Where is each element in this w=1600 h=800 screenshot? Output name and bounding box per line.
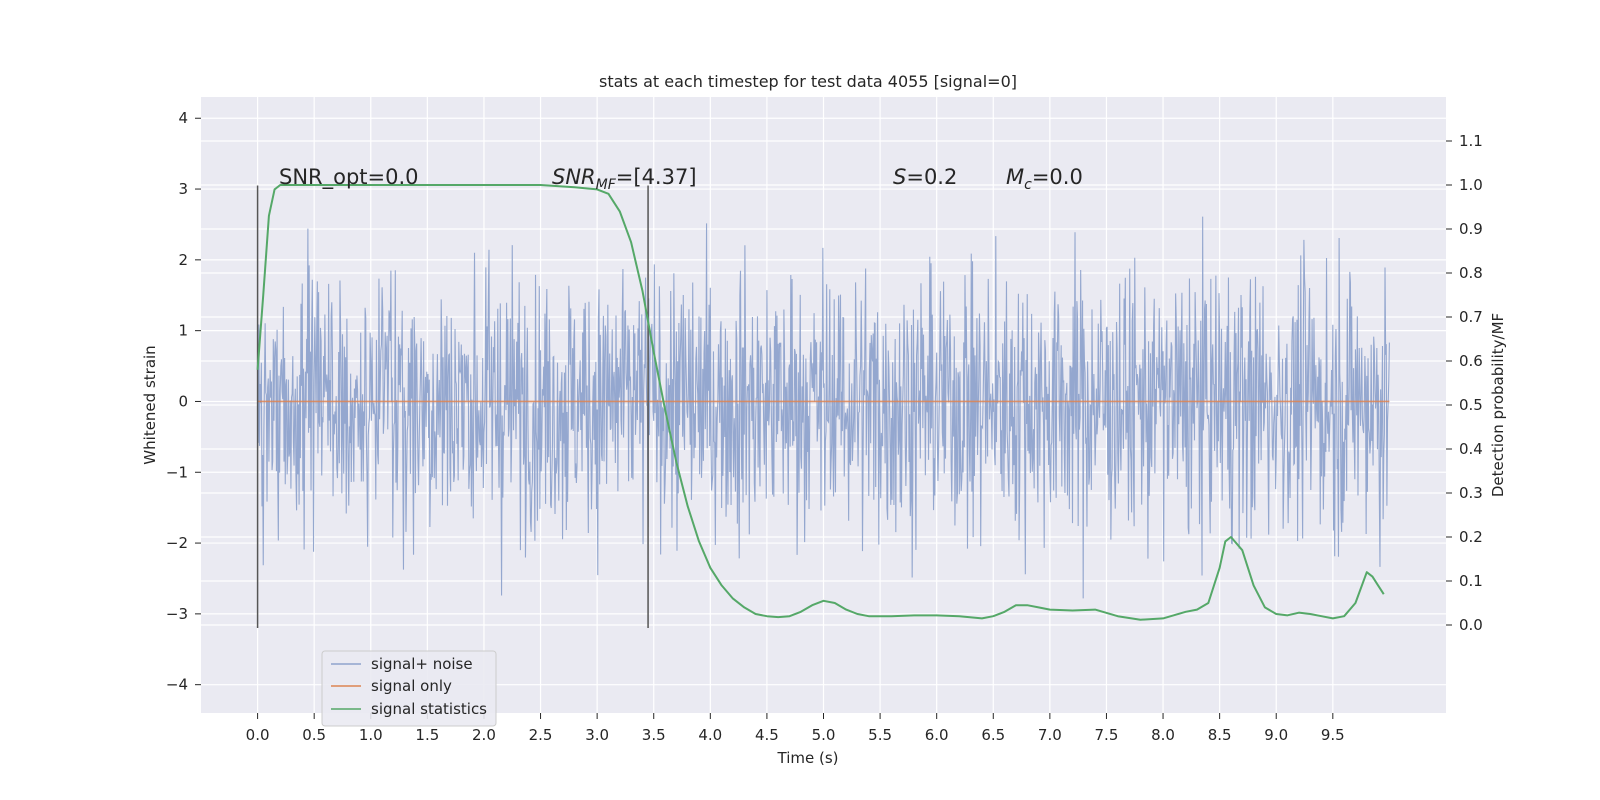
- y-tick-label: −2: [166, 534, 188, 552]
- y-tick-label: −4: [166, 676, 188, 694]
- y-tick-label: 2: [178, 251, 188, 269]
- y-right-tick-label: 0.1: [1459, 572, 1483, 590]
- y-right-tick-label: 0.0: [1459, 616, 1483, 634]
- vertical-markers: [256, 185, 649, 629]
- x-tick-label: 5.0: [812, 726, 836, 744]
- x-tick-label: 8.0: [1151, 726, 1175, 744]
- signal-statistics-line: [256, 184, 1385, 621]
- signal-noise-trace: [257, 216, 1390, 599]
- s-value: =0.2: [906, 165, 957, 189]
- snr-opt-annotation: SNR_opt=0.0: [279, 165, 419, 190]
- mc-value: =0.0: [1032, 165, 1083, 189]
- y-tick-label: 4: [178, 109, 188, 127]
- mc-variable: M: [1006, 165, 1024, 189]
- y-right-tick-label: 0.2: [1459, 528, 1483, 546]
- x-tick-label: 4.5: [755, 726, 779, 744]
- y-right-tick-label: 0.9: [1459, 220, 1483, 238]
- x-tick-label: 0.5: [302, 726, 326, 744]
- y-tick-label: 1: [178, 322, 188, 340]
- x-tick-label: 3.0: [585, 726, 609, 744]
- y-axis-right-label: Detection probability/MF: [1489, 313, 1507, 497]
- x-tick-label: 2.0: [472, 726, 496, 744]
- y-axis-left-ticks: −4 −3 −2 −1 0 1 2 3 4: [166, 109, 201, 694]
- snr-mf-annotation: SNRMF=[4.37]: [552, 165, 697, 193]
- y-right-tick-label: 0.3: [1459, 484, 1483, 502]
- legend-label-signal-only: signal only: [371, 677, 452, 695]
- legend-box: [321, 650, 497, 727]
- x-tick-label: 7.5: [1095, 726, 1119, 744]
- mc-subscript: c: [1024, 177, 1032, 193]
- x-axis-ticks: 0.0 0.5 1.0 1.5 2.0 2.5 3.0 3.5 4.0 4.5 5.0 5.5 6.0 6…: [246, 713, 1345, 744]
- x-tick-label: 9.5: [1321, 726, 1345, 744]
- y-tick-label: −1: [166, 463, 188, 481]
- signal-noise-line: [257, 216, 1390, 599]
- y-right-tick-label: 0.5: [1459, 396, 1483, 414]
- y-right-tick-label: 0.7: [1459, 308, 1483, 326]
- y-right-tick-label: 0.8: [1459, 264, 1483, 282]
- y-tick-label: 0: [178, 392, 188, 410]
- x-tick-label: 6.0: [925, 726, 949, 744]
- x-axis-label: Time (s): [777, 749, 839, 767]
- s-annotation: S=0.2: [893, 165, 957, 189]
- s-variable: S: [893, 165, 906, 189]
- snr-mf-value: =[4.37]: [616, 165, 697, 189]
- x-tick-label: 4.0: [698, 726, 722, 744]
- x-tick-label: 5.5: [868, 726, 892, 744]
- legend-label-signal-noise: signal+ noise: [371, 655, 473, 673]
- chart-title: stats at each timestep for test data 405…: [599, 72, 1017, 91]
- x-tick-label: 8.5: [1208, 726, 1232, 744]
- legend: signal+ noise signal only signal statist…: [321, 650, 497, 727]
- legend-label-signal-statistics: signal statistics: [371, 700, 487, 718]
- x-tick-label: 9.0: [1264, 726, 1288, 744]
- signal-statistics-trace: [256, 184, 1385, 621]
- snr-mf-base: SNR: [552, 165, 596, 189]
- x-tick-label: 0.0: [246, 726, 270, 744]
- y-right-tick-label: 1.1: [1459, 132, 1483, 150]
- y-tick-label: −3: [166, 605, 188, 623]
- snr-mf-subscript: MF: [596, 177, 617, 193]
- x-tick-label: 2.5: [529, 726, 553, 744]
- x-tick-label: 6.5: [981, 726, 1005, 744]
- x-tick-label: 3.5: [642, 726, 666, 744]
- y-right-tick-label: 0.6: [1459, 352, 1483, 370]
- x-tick-label: 1.5: [415, 726, 439, 744]
- x-tick-label: 1.0: [359, 726, 383, 744]
- mc-annotation: Mc=0.0: [1006, 165, 1083, 193]
- y-axis-label: Whitened strain: [141, 345, 159, 464]
- y-axis-right-ticks: 0.0 0.1 0.2 0.3 0.4 0.5 0.6 0.7 0.8 0.9 1.0 1.1: [1446, 132, 1483, 634]
- y-right-tick-label: 1.0: [1459, 176, 1483, 194]
- y-right-tick-label: 0.4: [1459, 440, 1483, 458]
- y-tick-label: 3: [178, 180, 188, 198]
- x-tick-label: 7.0: [1038, 726, 1062, 744]
